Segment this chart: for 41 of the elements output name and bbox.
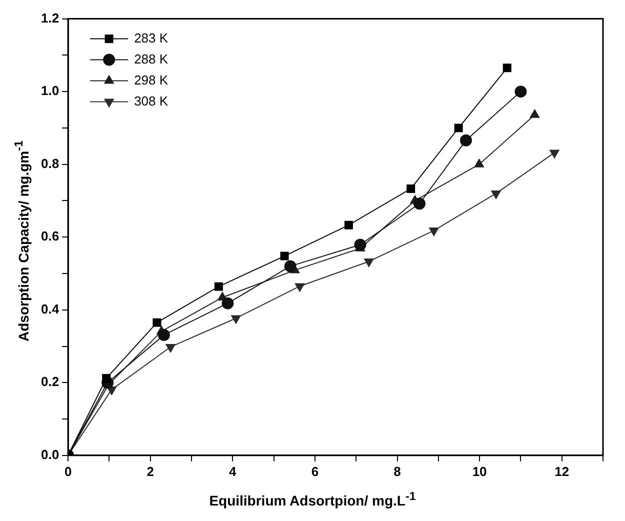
point [344, 220, 353, 230]
point [294, 283, 305, 292]
point [158, 328, 170, 341]
x-tick-label: 8 [394, 464, 401, 479]
point [406, 184, 416, 193]
point [214, 282, 223, 291]
point [549, 150, 560, 159]
y-tick-label: 0.8 [40, 156, 60, 171]
y-tick-label: 0.2 [40, 374, 60, 390]
x-tick-label: 6 [311, 464, 319, 479]
legend-label: 308 K [134, 93, 168, 108]
x-tick-label: 12 [554, 464, 570, 479]
y-tick-label: 0.6 [40, 228, 60, 244]
text: 0.0 [40, 446, 60, 462]
point [428, 228, 440, 237]
y-tick-label: 1.0 [40, 83, 60, 98]
x-axis-title: Equilibrium Adsortpion/ mg.L$^{-1}$ [208, 490, 417, 509]
point [460, 134, 472, 146]
y-tick-label: 1.2 [40, 10, 60, 26]
point [280, 252, 289, 260]
point [514, 86, 527, 98]
legend-label: 298 K [134, 72, 168, 88]
point [152, 318, 162, 327]
point [165, 344, 176, 353]
point [284, 260, 296, 272]
x-tick-label: 2 [146, 464, 154, 479]
x-tick-label: 0 [64, 464, 72, 479]
point [222, 297, 234, 310]
point [454, 124, 463, 132]
y-tick-label: 0.4 [40, 301, 60, 316]
x-tick-label: 10 [472, 464, 487, 479]
point [230, 315, 242, 324]
point [354, 238, 366, 251]
legend-label: 283 K [134, 30, 168, 46]
x-tick-label: 4 [229, 464, 238, 479]
point [102, 374, 111, 383]
point [364, 258, 374, 268]
legend-label: 288 K [134, 51, 168, 66]
point [490, 190, 502, 200]
point [413, 198, 426, 210]
point [502, 64, 512, 72]
